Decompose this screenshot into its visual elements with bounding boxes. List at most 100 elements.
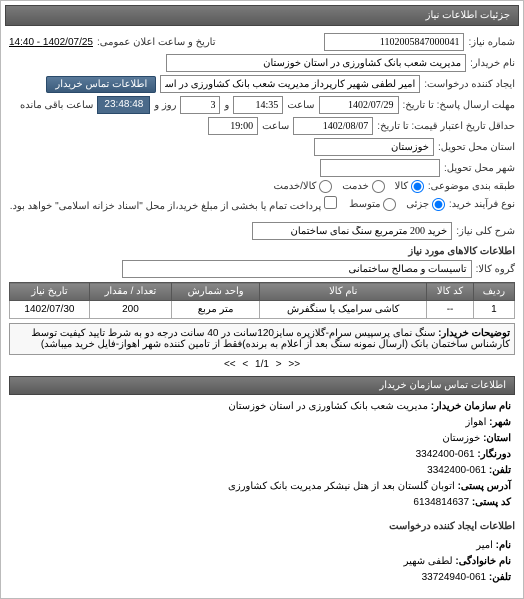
col-unit: واحد شمارش: [172, 283, 260, 301]
row-need-title: شرح کلی نیاز:: [9, 222, 515, 240]
contact-value: مدیریت شعب بانک کشاورزی در استان خوزستان: [228, 401, 428, 412]
city-input[interactable]: [320, 159, 440, 177]
creator-label: تلفن:: [489, 572, 511, 583]
validity-time-input[interactable]: [208, 117, 258, 135]
creator-row: تلفن: 061-33724940: [13, 570, 511, 586]
remaining-label: ساعت باقی مانده: [20, 100, 93, 111]
creator-value: 061-33724940: [422, 572, 487, 583]
radio-medium-label: متوسط: [349, 198, 396, 211]
state-input[interactable]: [314, 138, 434, 156]
page-first[interactable]: <<: [288, 359, 300, 370]
deadline-label: مهلت ارسال پاسخ: تا تاریخ:: [403, 100, 515, 111]
deadline-time-input[interactable]: [233, 96, 283, 114]
validity-date-input[interactable]: [293, 117, 373, 135]
col-code: کد کالا: [427, 283, 474, 301]
col-name: نام کالا: [260, 283, 427, 301]
row-deadline: مهلت ارسال پاسخ: تا تاریخ: ساعت و روز و …: [9, 96, 515, 114]
contact-row: آدرس پستی: اتوبان گلستان بعد از هتل نیشک…: [13, 479, 511, 495]
contact-label: دورنگار:: [477, 449, 511, 460]
row-city: شهر محل تحویل:: [9, 159, 515, 177]
public-date-value: 1402/07/25 - 14:40: [9, 37, 93, 48]
contact-row: استان: خوزستان: [13, 431, 511, 447]
contact-row: کد پستی: 6134814637: [13, 495, 511, 511]
contact-label: نام سازمان خریدار:: [431, 401, 511, 412]
col-date: تاریخ نیاز: [10, 283, 90, 301]
goods-table: ردیف کد کالا نام کالا واحد شمارش تعداد /…: [9, 282, 515, 319]
cell-qty: 200: [89, 301, 171, 319]
notes-label: توضیحات خریدار:: [438, 328, 510, 339]
row-buyer-name: نام خریدار:: [9, 54, 515, 72]
contact-value: 061-3342400: [416, 449, 475, 460]
radio-goods[interactable]: [411, 180, 424, 193]
day-partial: و: [224, 100, 229, 111]
row-subject-type: طبقه بندی موضوعی: کالا خدمت کالا/خدمت: [9, 180, 515, 193]
buyer-notes: توضیحات خریدار: سنگ نمای پرسپیس سرام-گلا…: [9, 323, 515, 355]
panel-title: جزئیات اطلاعات نیاز: [426, 10, 510, 21]
goods-group-label: گروه کالا:: [476, 264, 515, 275]
time-label-2: ساعت: [262, 121, 289, 132]
contact-row: شهر: اهواز: [13, 415, 511, 431]
radio-service[interactable]: [372, 180, 385, 193]
row-request-number: شماره نیاز: تاریخ و ساعت اعلان عمومی: 14…: [9, 33, 515, 51]
request-number-label: شماره نیاز:: [468, 37, 515, 48]
city-label: شهر محل تحویل:: [444, 163, 515, 174]
row-validity: حداقل تاریخ اعتبار قیمت: تا تاریخ: ساعت: [9, 117, 515, 135]
pagination: << < 1/1 > >>: [13, 359, 511, 370]
table-row[interactable]: 1 -- کاشی سرامیک یا سنگفرش متر مربع 200 …: [10, 301, 515, 319]
page-next[interactable]: >: [242, 359, 248, 370]
contact-row: تلفن: 061-3342400: [13, 463, 511, 479]
creator-header: اطلاعات ایجاد کننده درخواست: [9, 521, 515, 532]
subject-type-radios: کالا خدمت کالا/خدمت: [274, 180, 424, 193]
page-current: 1/1: [255, 359, 269, 370]
row-requester: ایجاد کننده درخواست: اطلاعات تماس خریدار: [9, 75, 515, 93]
radio-goods-label: کالا: [395, 180, 424, 193]
details-panel: جزئیات اطلاعات نیاز شماره نیاز: تاریخ و …: [0, 0, 524, 599]
creator-label: نام:: [496, 540, 511, 551]
buyer-contact-button[interactable]: اطلاعات تماس خریدار: [46, 76, 156, 93]
contact-label: آدرس پستی:: [458, 481, 511, 492]
radio-both[interactable]: [319, 180, 332, 193]
contact-row: دورنگار: 061-3342400: [13, 447, 511, 463]
need-title-input[interactable]: [252, 222, 452, 240]
cell-unit: متر مربع: [172, 301, 260, 319]
creator-section: نام: امیر نام خانوادگی: لطفی شهیر تلفن: …: [9, 534, 515, 590]
goods-group-input[interactable]: [122, 260, 472, 278]
buyer-name-input[interactable]: [166, 54, 466, 72]
goods-table-header-row: ردیف کد کالا نام کالا واحد شمارش تعداد /…: [10, 283, 515, 301]
requester-label: ایجاد کننده درخواست:: [424, 79, 515, 90]
creator-label: نام خانوادگی:: [455, 556, 511, 567]
page-last[interactable]: >>: [224, 359, 236, 370]
radio-small-label: جزئی: [406, 198, 445, 211]
deadline-date-input[interactable]: [319, 96, 399, 114]
contact-value: 061-3342400: [427, 465, 486, 476]
contact-row: نام سازمان خریدار: مدیریت شعب بانک کشاور…: [13, 399, 511, 415]
panel-header: جزئیات اطلاعات نیاز: [5, 5, 519, 26]
page-prev[interactable]: <: [276, 359, 282, 370]
state-label: استان محل تحویل:: [438, 142, 515, 153]
col-row: ردیف: [473, 283, 514, 301]
validity-label: حداقل تاریخ اعتبار قیمت: تا تاریخ:: [377, 121, 515, 132]
creator-value: لطفی شهیر: [404, 556, 453, 567]
radio-service-label: خدمت: [342, 180, 384, 193]
purchase-type-radios: جزئی متوسط: [349, 198, 445, 211]
remaining-time: 23:48:48: [97, 96, 150, 114]
row-purchase-type: نوع فرآیند خرید: جزئی متوسط پرداخت تمام …: [9, 196, 515, 212]
buyer-name-label: نام خریدار:: [470, 58, 515, 69]
row-state: استان محل تحویل:: [9, 138, 515, 156]
creator-value: امیر: [476, 540, 493, 551]
radio-both-label: کالا/خدمت: [274, 180, 333, 193]
radio-small[interactable]: [432, 198, 445, 211]
request-number-input[interactable]: [324, 33, 464, 51]
purchase-note-checkbox[interactable]: [324, 196, 337, 209]
form-section: شماره نیاز: تاریخ و ساعت اعلان عمومی: 14…: [5, 26, 519, 594]
days-input[interactable]: [180, 96, 220, 114]
contact-header: اطلاعات تماس سازمان خریدار: [9, 376, 515, 395]
contact-value: 6134814637: [413, 497, 469, 508]
cell-idx: 1: [473, 301, 514, 319]
days-label: روز و: [154, 100, 176, 111]
contact-value: اهواز: [466, 417, 487, 428]
radio-medium[interactable]: [383, 198, 396, 211]
creator-row: نام: امیر: [13, 538, 511, 554]
requester-input[interactable]: [160, 75, 420, 93]
cell-date: 1402/07/30: [10, 301, 90, 319]
